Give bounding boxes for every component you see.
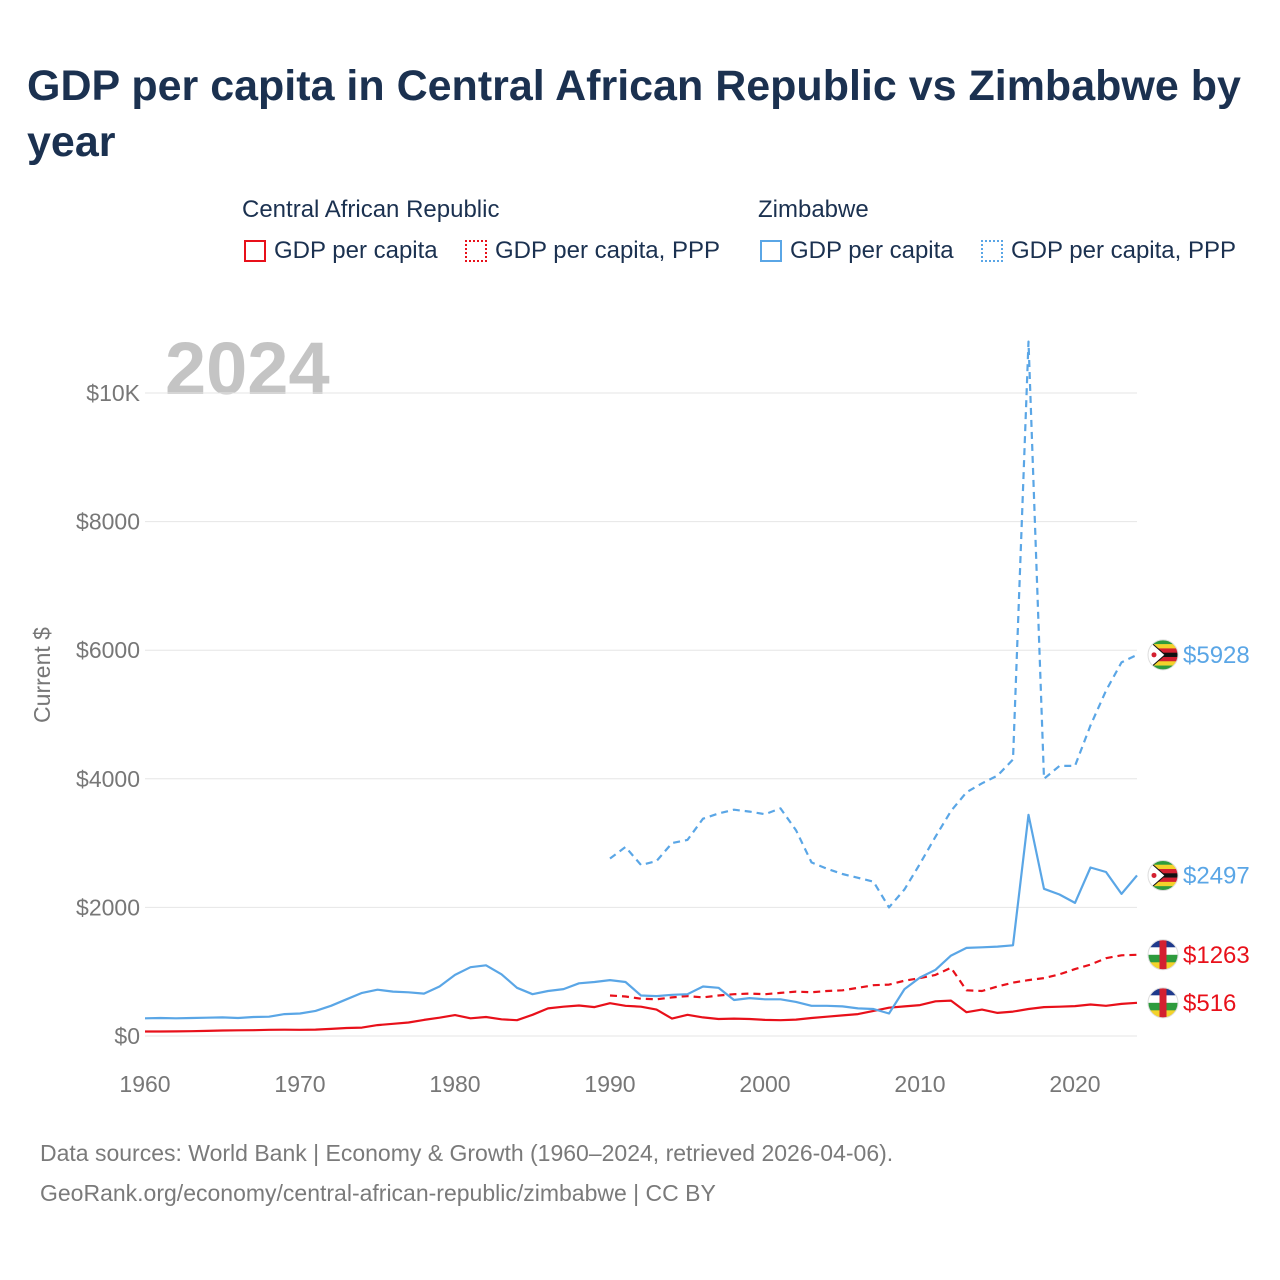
y-tick-label: $6000 [76,637,140,663]
legend-swatch-car-gdp-ppp [465,240,487,262]
legend-label-car-gdp: GDP per capita [274,237,438,264]
flag-icon-central-african-republic [1148,987,1178,1018]
flag-badge-outline [1147,939,1179,971]
source-line-1: Data sources: World Bank | Economy & Gro… [40,1140,894,1166]
legend-swatch-zim-gdp-ppp [981,240,1003,262]
legend-item-car-gdp[interactable]: GDP per capita [244,237,438,265]
legend-swatch-zim-gdp [760,240,782,262]
flag-badge-outline [1147,859,1179,891]
y-tick-label: $8000 [76,509,140,535]
end-value-label: $1263 [1183,942,1250,969]
legend-label-zim-gdp-ppp: GDP per capita, PPP [1011,237,1236,264]
legend-label-car-gdp-ppp: GDP per capita, PPP [495,237,720,264]
y-tick-label: $2000 [76,894,140,920]
series-line-zim-dashed [609,340,1138,909]
legend-item-zim-gdp-ppp[interactable]: GDP per capita, PPP [981,237,1236,265]
x-tick-label: 2010 [894,1071,945,1097]
end-value-label: $516 [1183,990,1236,1017]
x-tick-label: 1960 [119,1071,170,1097]
chart-title: GDP per capita in Central African Republ… [27,62,1241,166]
legend-item-zim-gdp[interactable]: GDP per capita [760,237,954,265]
legend-group-zimbabwe: Zimbabwe [758,196,869,223]
flag-icon-zimbabwe [1148,639,1178,670]
legend-swatch-car-gdp [244,240,266,262]
x-tick-label: 1980 [429,1071,480,1097]
series-line-zim-solid [144,813,1138,1020]
year-watermark: 2024 [165,327,330,410]
flag-icon-zimbabwe [1148,860,1178,891]
end-value-label: $5928 [1183,642,1250,669]
y-tick-label: $10K [86,380,140,406]
x-tick-label: 2000 [739,1071,790,1097]
legend-group-car: Central African Republic [242,196,500,223]
x-tick-label: 1970 [274,1071,325,1097]
flag-icon-central-african-republic [1148,939,1178,970]
x-tick-label: 2020 [1049,1071,1100,1097]
series-line-car-solid [145,999,1138,1033]
y-tick-label: $4000 [76,766,140,792]
x-tick-label: 1990 [584,1071,635,1097]
series-line-car-dashed [609,953,1138,1001]
source-line-2: GeoRank.org/economy/central-african-repu… [40,1180,716,1206]
end-value-label: $2497 [1183,862,1250,889]
flag-badge-outline [1147,639,1179,671]
y-axis-label: Current $ [29,627,55,723]
y-tick-label: $0 [114,1023,140,1049]
legend-label-zim-gdp: GDP per capita [790,237,954,264]
legend-item-car-gdp-ppp[interactable]: GDP per capita, PPP [465,237,720,265]
flag-badge-outline [1147,987,1179,1019]
